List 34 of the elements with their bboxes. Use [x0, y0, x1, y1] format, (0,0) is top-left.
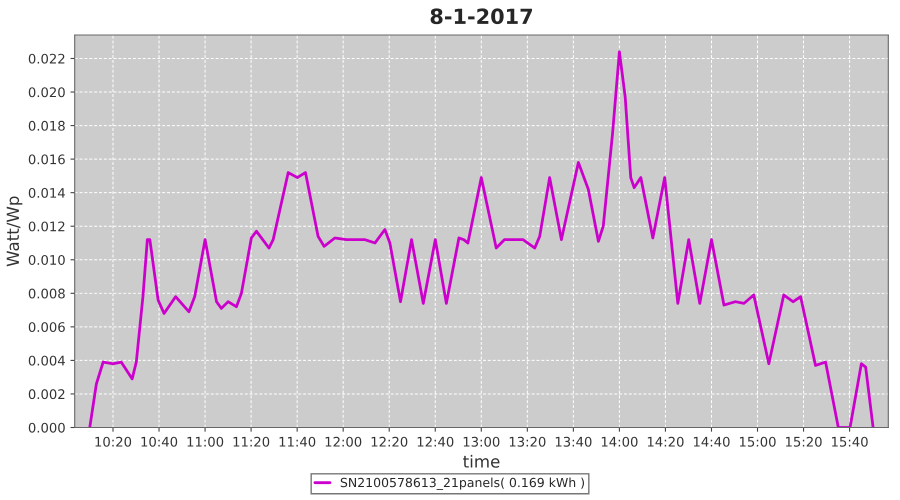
y-tick-label: 0.014 — [28, 188, 65, 198]
y-tick-label: 0.010 — [28, 254, 65, 265]
line-series — [88, 50, 874, 428]
x-tick-label: 14:00 — [602, 436, 638, 447]
x-tick-label: 11:00 — [188, 436, 224, 447]
x-tick-label: 12:40 — [418, 436, 454, 447]
y-axis-title: Watt/Wp — [6, 196, 22, 266]
y-tick-label: 0.000 — [28, 422, 65, 433]
y-tick-label: 0.006 — [28, 322, 65, 332]
x-tick-label: 13:40 — [556, 436, 592, 447]
x-tick-label: 12:00 — [326, 436, 362, 447]
x-tick-label: 14:40 — [694, 436, 730, 447]
chart-title: 8-1-2017 — [430, 8, 532, 24]
y-tick-label: 0.016 — [28, 154, 65, 164]
x-tick-label: 10:20 — [95, 436, 132, 447]
x-tick-label: 13:20 — [510, 436, 546, 447]
x-tick-label: 15:00 — [740, 436, 776, 447]
x-tick-label: 12:20 — [372, 436, 408, 447]
x-axis-title: time — [463, 454, 500, 468]
y-tick-label: 0.020 — [28, 87, 65, 98]
y-tick-label: 0.004 — [28, 356, 65, 366]
legend-label: SN2100578613_21panels( 0.169 kWh ) — [340, 478, 584, 490]
y-tick-label: 0.018 — [28, 120, 65, 131]
y-tick-label: 0.008 — [28, 288, 65, 299]
y-tick-label: 0.022 — [28, 54, 64, 64]
x-tick-label: 14:20 — [648, 436, 684, 447]
x-tick-label: 15:20 — [786, 436, 822, 447]
x-tick-label: 11:40 — [280, 436, 316, 447]
y-tick-label: 0.012 — [28, 221, 64, 232]
x-tick-label: 11:20 — [234, 436, 270, 447]
x-tick-label: 10:40 — [141, 436, 178, 447]
y-tick-label: 0.002 — [28, 389, 64, 400]
x-tick-label: 15:40 — [832, 436, 868, 447]
x-tick-label: 13:00 — [464, 436, 500, 447]
